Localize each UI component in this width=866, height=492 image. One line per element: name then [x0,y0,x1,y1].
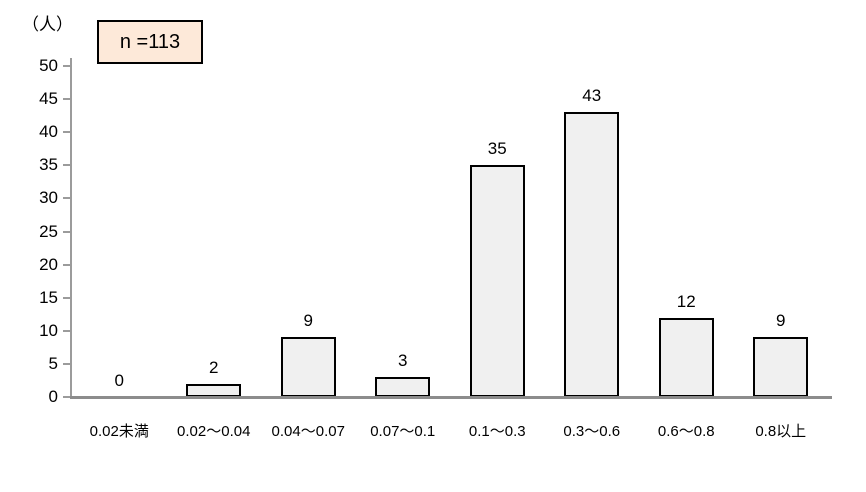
x-axis-category-label: 0.04～0.07 [271,423,345,440]
x-axis-category-label: 0.1～0.3 [468,423,526,440]
bar-value-label: 2 [209,358,219,377]
sample-size-box: n =113 [97,20,203,64]
x-axis-category-label: 0.6～0.8 [657,423,715,440]
x-axis-category-label: 0.07～0.1 [370,423,436,440]
y-axis-tick-label: 25 [39,221,58,241]
bar [469,165,525,397]
y-axis-line [70,58,72,399]
y-axis-tick [63,329,71,332]
bar-value-label: 43 [582,86,602,105]
x-axis-category-label: 0.02～0.04 [177,423,251,440]
bar [658,318,714,397]
bar-value-label: 9 [776,311,786,330]
y-axis-tick [63,98,71,101]
y-axis-unit-label: （人） [22,15,73,34]
bar-value-label: 12 [676,292,696,311]
y-axis-tick-label: 45 [39,89,58,109]
y-axis-tick [63,362,71,365]
y-axis-tick [63,230,71,233]
x-axis-line [70,396,832,399]
x-axis-category-label: 0.8以上 [755,423,807,440]
x-axis-category-label: 0.02未満 [89,423,149,440]
bar [753,337,809,397]
y-axis-tick-label: 20 [39,254,58,274]
y-axis-tick-label: 5 [48,353,58,373]
y-axis-tick-label: 0 [48,387,58,406]
bar-value-label: 35 [487,139,507,158]
y-axis-tick [63,396,71,398]
y-axis-tick-label: 30 [39,188,58,208]
bar [375,377,431,397]
bar [280,337,336,397]
sample-size-label: n =113 [119,30,181,53]
y-axis-tick-label: 40 [39,122,58,142]
y-axis-tick [63,197,71,200]
y-axis-tick-label: 15 [39,287,58,307]
y-axis-tick-label: 50 [39,56,58,75]
bar-value-label: 3 [398,351,408,370]
y-axis-tick [63,131,71,134]
y-axis-tick [63,263,71,266]
y-axis-tick [63,296,71,299]
y-axis-tick-label: 10 [39,320,58,340]
bar [564,112,620,397]
x-axis-category-label: 0.3～0.6 [563,423,621,440]
bar-value-label: 9 [303,311,313,330]
y-axis-tick [63,65,71,67]
y-axis-tick [63,164,71,167]
bar-value-label: 0 [114,371,124,390]
y-axis-tick-label: 35 [39,155,58,175]
